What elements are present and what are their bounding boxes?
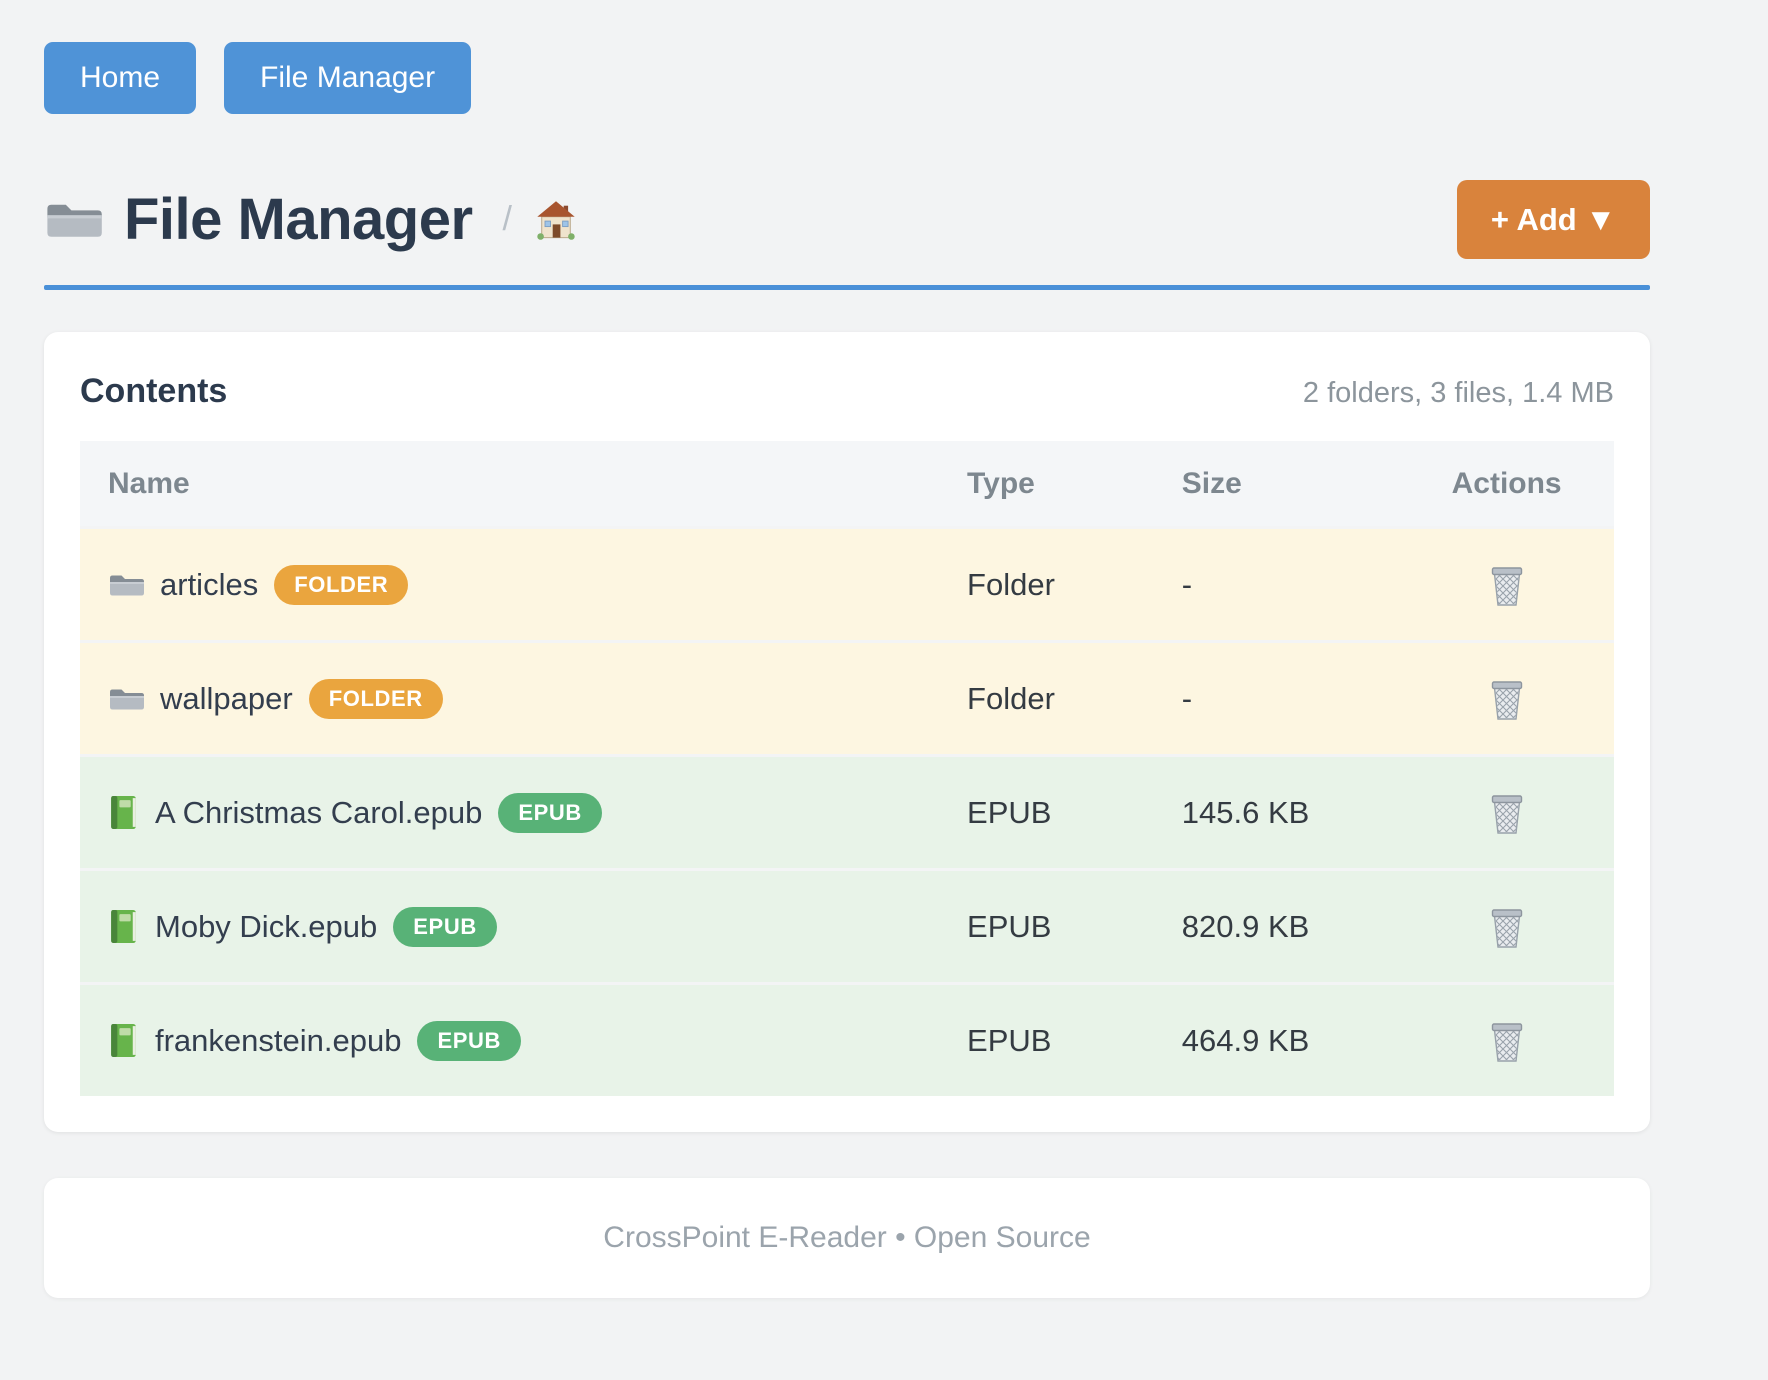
item-name-link[interactable]: A Christmas Carol.epub [155, 794, 483, 830]
size-cell: 820.9 KB [1181, 908, 1310, 944]
trash-icon [1489, 793, 1525, 835]
table-row: frankenstein.epub EPUB EPUB 464.9 KB [80, 983, 1614, 1096]
file-manager-button[interactable]: File Manager [224, 42, 472, 114]
book-icon [108, 1022, 139, 1059]
footer-text: CrossPoint E-Reader • Open Source [603, 1221, 1091, 1254]
page-header: File Manager / + Add ▼ [44, 180, 1650, 259]
breadcrumb-separator: / [502, 200, 512, 238]
book-icon [108, 794, 139, 831]
delete-button[interactable] [1489, 907, 1525, 949]
page-title: File Manager [124, 187, 473, 252]
trash-icon [1489, 907, 1525, 949]
folder-icon [108, 570, 144, 600]
contents-heading: Contents [80, 372, 228, 410]
card-header: Contents 2 folders, 3 files, 1.4 MB [80, 372, 1614, 411]
page: Home File Manager File Manager / + Add ▼… [44, 0, 1650, 1298]
type-cell: Folder [967, 566, 1055, 602]
page-title-group: File Manager / [44, 186, 578, 253]
title-underline [44, 285, 1650, 290]
epub-badge: EPUB [498, 792, 602, 833]
home-button[interactable]: Home [44, 42, 197, 114]
trash-icon [1489, 679, 1525, 721]
column-header-type: Type [967, 467, 1035, 500]
delete-button[interactable] [1489, 679, 1525, 721]
file-table: Name Type Size Actions articles FOLDER F… [80, 441, 1614, 1096]
type-cell: EPUB [967, 908, 1052, 944]
folder-badge: FOLDER [308, 678, 443, 719]
delete-button[interactable] [1489, 1021, 1525, 1063]
type-cell: Folder [967, 680, 1055, 716]
column-header-name: Name [108, 467, 190, 500]
table-header-row: Name Type Size Actions [80, 441, 1614, 528]
home-breadcrumb-icon[interactable] [534, 198, 578, 242]
folder-badge: FOLDER [274, 564, 409, 605]
folder-icon [108, 684, 144, 714]
size-cell: - [1181, 680, 1193, 716]
item-name-link[interactable]: frankenstein.epub [155, 1022, 402, 1058]
footer: CrossPoint E-Reader • Open Source [44, 1178, 1650, 1298]
item-name-link[interactable]: Moby Dick.epub [155, 908, 378, 944]
delete-button[interactable] [1489, 793, 1525, 835]
delete-button[interactable] [1489, 565, 1525, 607]
table-row: wallpaper FOLDER Folder - [80, 641, 1614, 756]
item-name-link[interactable]: articles [160, 566, 259, 602]
folder-icon [44, 196, 102, 244]
contents-summary: 2 folders, 3 files, 1.4 MB [1302, 377, 1614, 409]
table-row: articles FOLDER Folder - [80, 527, 1614, 642]
epub-badge: EPUB [393, 906, 497, 947]
column-header-actions: Actions [1451, 467, 1562, 500]
book-icon [108, 908, 139, 945]
size-cell: 464.9 KB [1181, 1022, 1310, 1058]
nav-buttons: Home File Manager [44, 0, 1650, 114]
table-row: Moby Dick.epub EPUB EPUB 820.9 KB [80, 869, 1614, 984]
size-cell: 145.6 KB [1181, 794, 1310, 830]
add-button[interactable]: + Add ▼ [1456, 180, 1650, 259]
contents-card: Contents 2 folders, 3 files, 1.4 MB Name… [44, 332, 1650, 1132]
column-header-size: Size [1181, 467, 1242, 500]
type-cell: EPUB [967, 1022, 1052, 1058]
table-row: A Christmas Carol.epub EPUB EPUB 145.6 K… [80, 755, 1614, 870]
type-cell: EPUB [967, 794, 1052, 830]
size-cell: - [1181, 566, 1193, 602]
item-name-link[interactable]: wallpaper [160, 680, 293, 716]
trash-icon [1489, 565, 1525, 607]
trash-icon [1489, 1021, 1525, 1063]
epub-badge: EPUB [417, 1020, 521, 1061]
